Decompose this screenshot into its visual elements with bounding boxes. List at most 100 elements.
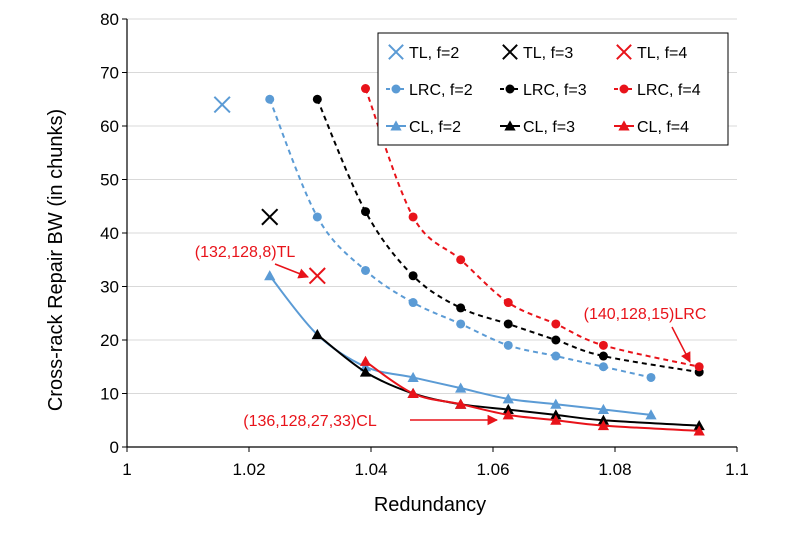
data-point-lrc-f-4 [408, 212, 418, 222]
legend-label: LRC, f=2 [409, 82, 473, 99]
data-point-lrc-f-2 [408, 298, 418, 308]
data-point-cl-f-2 [359, 361, 372, 372]
annotation-label: (132,128,8)TL [195, 244, 296, 261]
legend-label: TL, f=4 [637, 45, 687, 62]
legend-marker [616, 44, 632, 60]
data-point-cl-f-3 [597, 414, 610, 425]
legend-item-cl-f-3: CL, f=3 [500, 119, 575, 136]
data-point-tl-f-2 [213, 96, 231, 114]
annotation: (140,128,15)LRC [584, 306, 707, 363]
legend: TL, f=2 TL, f=3 TL, f=4 LRC, f=2 LRC, f=3 LRC… [377, 32, 729, 146]
data-point-lrc-f-4 [456, 255, 466, 265]
series-lrc-f-4 [361, 84, 704, 372]
data-point-cl-f-3 [311, 329, 323, 340]
annotation: (132,128,8)TL [195, 244, 309, 279]
data-point-lrc-f-2 [646, 372, 656, 382]
series-cl-f-2 [264, 270, 657, 420]
legend-label: TL, f=2 [409, 45, 459, 62]
data-point-lrc-f-3 [551, 335, 561, 345]
x-tick-label: 1 [122, 460, 131, 479]
data-point-lrc-f-2 [361, 265, 371, 275]
y-tick-label: 20 [100, 331, 119, 350]
series-tl-f-2 [213, 96, 231, 114]
data-point-lrc-f-3 [456, 303, 466, 313]
y-tick-label: 30 [100, 278, 119, 297]
data-point-cl-f-4 [359, 355, 372, 366]
legend-label: TL, f=3 [523, 45, 573, 62]
legend-label: LRC, f=3 [523, 82, 587, 99]
legend-item-lrc-f-2: LRC, f=2 [386, 82, 473, 99]
axes [122, 18, 738, 452]
data-point-cl-f-4 [597, 419, 610, 431]
data-point-lrc-f-2 [503, 340, 513, 350]
data-point-cl-f-2 [550, 398, 562, 409]
x-tick-label: 1.08 [598, 460, 631, 479]
data-point-cl-f-2 [407, 371, 419, 382]
legend-marker [391, 84, 401, 94]
legend-marker [390, 120, 402, 131]
data-point-lrc-f-3 [408, 271, 418, 281]
y-tick-label: 50 [100, 171, 119, 190]
data-point-lrc-f-3 [312, 94, 322, 104]
data-point-cl-f-2 [455, 382, 467, 393]
y-tick-label: 80 [100, 10, 119, 29]
data-point-lrc-f-4 [503, 298, 513, 308]
y-tick-label: 70 [100, 64, 119, 83]
series-line-cl-f-2 [268, 275, 652, 416]
data-point-lrc-f-3 [361, 207, 371, 217]
x-tick-label: 1.06 [476, 460, 509, 479]
data-point-lrc-f-4 [361, 84, 371, 94]
legend-item-tl-f-4: TL, f=4 [616, 44, 687, 62]
annotation: (136,128,27,33)CL [243, 413, 499, 430]
legend-item-lrc-f-4: LRC, f=4 [614, 82, 701, 99]
data-point-lrc-f-3 [598, 351, 608, 361]
data-point-lrc-f-2 [551, 351, 561, 361]
x-tick-label: 1.02 [232, 460, 265, 479]
y-tick-label: 0 [110, 438, 119, 457]
data-point-tl-f-3 [261, 208, 279, 226]
legend-marker [505, 84, 515, 94]
series-tl-f-4 [308, 267, 326, 285]
legend-item-lrc-f-3: LRC, f=3 [500, 82, 587, 99]
annotation-label: (140,128,15)LRC [584, 306, 707, 323]
data-point-lrc-f-2 [312, 212, 322, 222]
legend-item-cl-f-4: CL, f=4 [614, 119, 689, 136]
annotation-arrow [671, 326, 691, 363]
legend-item-tl-f-3: TL, f=3 [502, 44, 573, 62]
data-point-cl-f-3 [693, 419, 705, 431]
y-axis-title: Cross-rack Repair BW (in chunks) [45, 109, 67, 411]
data-point-lrc-f-4 [551, 319, 561, 329]
annotations: (132,128,8)TL (140,128,15)LRC (136,128,27,… [195, 244, 707, 430]
data-point-lrc-f-2 [265, 94, 275, 104]
y-tick-labels: 0 10 20 30 40 50 60 70 80 [100, 10, 119, 457]
data-point-cl-f-4 [407, 387, 419, 398]
legend-label: CL, f=3 [523, 119, 575, 136]
data-point-lrc-f-2 [456, 319, 466, 329]
data-point-cl-f-3 [502, 403, 514, 415]
legend-marker [388, 44, 404, 60]
legend-marker [502, 44, 518, 60]
legend-label: LRC, f=4 [637, 82, 701, 99]
legend-marker [619, 84, 629, 94]
data-point-lrc-f-2 [598, 362, 608, 372]
data-point-cl-f-3 [550, 409, 562, 420]
legend-label: CL, f=4 [637, 119, 689, 136]
legend-marker [504, 120, 516, 131]
x-tick-label: 1.04 [354, 460, 387, 479]
data-point-cl-f-4 [693, 425, 705, 436]
data-point-cl-f-4 [550, 414, 562, 425]
y-tick-label: 40 [100, 224, 119, 243]
y-tick-label: 60 [100, 117, 119, 136]
x-tick-labels: 1 1.02 1.04 1.06 1.08 1.1 [122, 460, 749, 479]
series-lrc-f-2 [265, 94, 656, 382]
series-layer [213, 84, 705, 436]
annotation-arrow [274, 263, 309, 279]
data-point-lrc-f-3 [503, 319, 513, 329]
legend-box [377, 32, 729, 146]
data-point-cl-f-4 [502, 409, 514, 420]
annotation-label: (136,128,27,33)CL [243, 413, 377, 430]
data-point-cl-f-2 [264, 270, 276, 281]
legend-item-cl-f-2: CL, f=2 [386, 119, 461, 136]
data-point-cl-f-2 [502, 393, 514, 404]
legend-item-tl-f-2: TL, f=2 [388, 44, 459, 62]
